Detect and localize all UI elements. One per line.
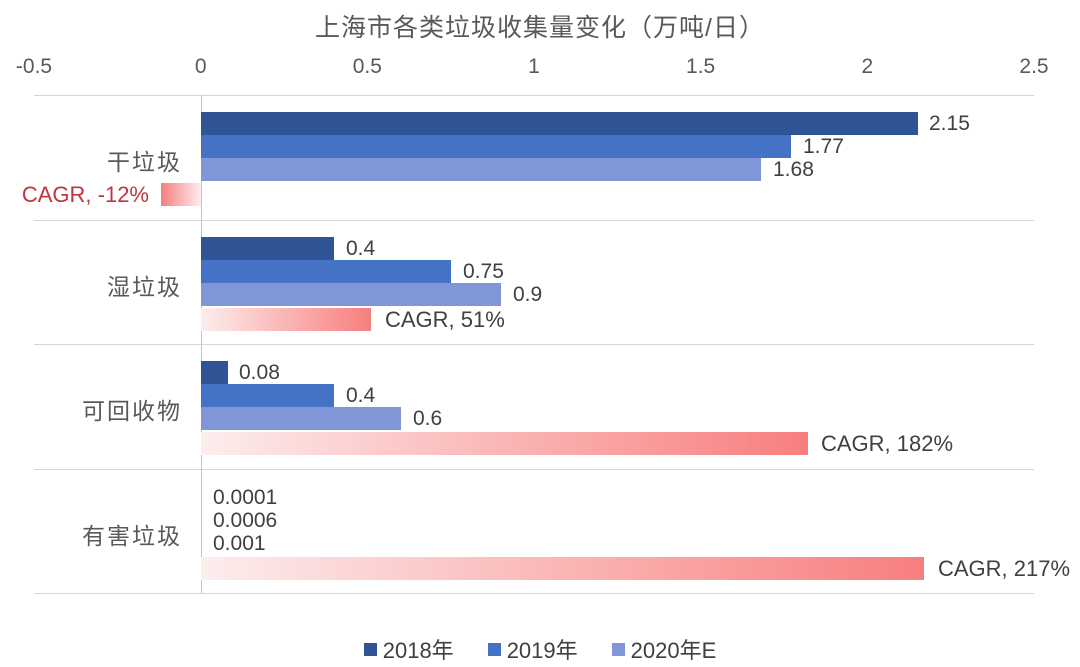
bar-value-label: 0.0001: [213, 486, 278, 509]
row-separator-line: [34, 344, 1034, 345]
x-axis: -0.5 0 0.5 1 1.5 2 2.5: [0, 55, 1080, 83]
bar-value-label: 0.6: [413, 407, 443, 430]
bar-2020年E: [201, 158, 761, 181]
legend-item-2020年E: 2020年E: [611, 633, 717, 665]
category-label-2: 湿垃圾: [107, 274, 182, 300]
row-separator-line: [34, 220, 1034, 221]
legend-label: 2018年: [382, 638, 454, 663]
category-label-1: 干垃圾: [107, 149, 182, 175]
bar-value-label: 1.68: [773, 158, 814, 181]
bar-value-label: 0.08: [239, 361, 280, 384]
x-axis-tick: 0: [194, 55, 207, 78]
plot-top-line: [34, 95, 1034, 96]
cagr-bar: [201, 308, 371, 331]
bar-value-label: 0.001: [213, 532, 266, 555]
cagr-label: CAGR, 182%: [821, 431, 954, 456]
bar-value-label: 0.75: [463, 260, 504, 283]
bar-2020年E: [201, 283, 501, 306]
x-axis-tick: -0.5: [15, 55, 53, 78]
chart-title: 上海市各类垃圾收集量变化（万吨/日）: [315, 14, 765, 42]
legend-item-2018年: 2018年: [363, 633, 454, 665]
legend-label: 2020年E: [630, 638, 717, 663]
legend-swatch-icon: [487, 642, 501, 656]
bar-value-label: 0.0006: [213, 509, 278, 532]
plot-bottom-line: [34, 593, 1034, 594]
plot-area: 干垃圾 2.15 1.77 1.68 CAGR, -12% 湿垃圾 0.4 0.75 0.9 CA…: [22, 95, 1070, 594]
bar-value-label: 1.77: [803, 135, 844, 158]
x-axis-tick: 2: [861, 55, 874, 78]
cagr-bar: [201, 557, 924, 580]
bar-value-label: 0.4: [346, 237, 376, 260]
x-axis-tick: 0.5: [352, 55, 382, 78]
x-axis-tick: 1: [528, 55, 540, 78]
cagr-bar: [161, 183, 201, 206]
zero-baseline: [201, 95, 202, 593]
bar-2019年: [201, 260, 451, 283]
category-label-4: 有害垃圾: [82, 523, 182, 549]
cagr-label: CAGR, 217%: [938, 556, 1071, 581]
x-axis-tick: 2.5: [1019, 55, 1049, 78]
bar-2020年E: [201, 407, 401, 430]
legend-item-2019年: 2019年: [487, 633, 578, 665]
bar-2018年: [201, 361, 228, 384]
x-axis-tick: 1.5: [686, 55, 716, 78]
cagr-label: CAGR, 51%: [385, 307, 505, 332]
bar-value-label: 2.15: [929, 112, 970, 135]
legend-swatch-icon: [611, 642, 625, 656]
bar-2019年: [201, 135, 791, 158]
bar-value-label: 0.9: [513, 283, 543, 306]
cagr-label-negative: CAGR, -12%: [21, 182, 149, 207]
legend-label: 2019年: [506, 638, 578, 663]
row-separator-line: [34, 469, 1034, 470]
bar-2018年: [201, 112, 918, 135]
cagr-bar: [201, 432, 808, 455]
legend-swatch-icon: [363, 642, 377, 656]
category-label-3: 可回收物: [82, 398, 182, 424]
legend: 2018年 2019年 2020年E: [0, 633, 1080, 665]
bar-2019年: [201, 384, 334, 407]
bar-value-label: 0.4: [346, 384, 376, 407]
bar-2018年: [201, 237, 334, 260]
